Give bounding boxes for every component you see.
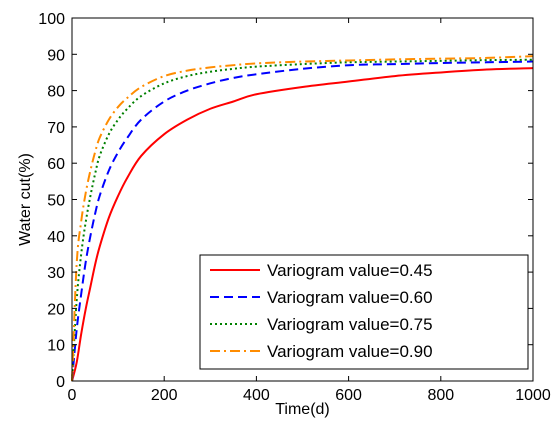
x-tick-label: 0 xyxy=(68,387,77,404)
y-tick-label: 70 xyxy=(47,120,65,137)
x-tick-label: 200 xyxy=(151,387,178,404)
y-tick-label: 60 xyxy=(47,156,65,173)
legend-label-3: Variogram value=0.75 xyxy=(267,315,433,334)
y-tick-label: 10 xyxy=(47,338,65,355)
x-tick-label: 800 xyxy=(427,387,454,404)
legend-label-2: Variogram value=0.60 xyxy=(267,288,433,307)
x-tick-label: 400 xyxy=(243,387,270,404)
y-tick-label: 80 xyxy=(47,84,65,101)
y-axis-label: Water cut(%) xyxy=(17,153,34,246)
legend-label-1: Variogram value=0.45 xyxy=(267,261,433,280)
x-axis-label: Time(d) xyxy=(275,401,330,418)
y-tick-label: 20 xyxy=(47,301,65,318)
y-tick-label: 0 xyxy=(56,374,65,391)
x-tick-label: 600 xyxy=(335,387,362,404)
series-line-4 xyxy=(71,55,534,382)
y-tick-label: 100 xyxy=(38,11,65,28)
plot-area: 0 200 400 600 800 1000 0 10 20 30 40 50 60 70 80 90 100 V… xyxy=(38,11,551,404)
y-tick-label: 50 xyxy=(47,193,65,210)
y-tick-label: 90 xyxy=(47,47,65,64)
series-line-3 xyxy=(71,58,534,382)
series-line-1 xyxy=(71,67,534,382)
x-tick-label: 1000 xyxy=(515,387,551,404)
series-line-2 xyxy=(71,60,534,382)
y-tick-label: 30 xyxy=(47,265,65,282)
legend-label-4: Variogram value=0.90 xyxy=(267,342,433,361)
y-tick-label: 40 xyxy=(47,229,65,246)
